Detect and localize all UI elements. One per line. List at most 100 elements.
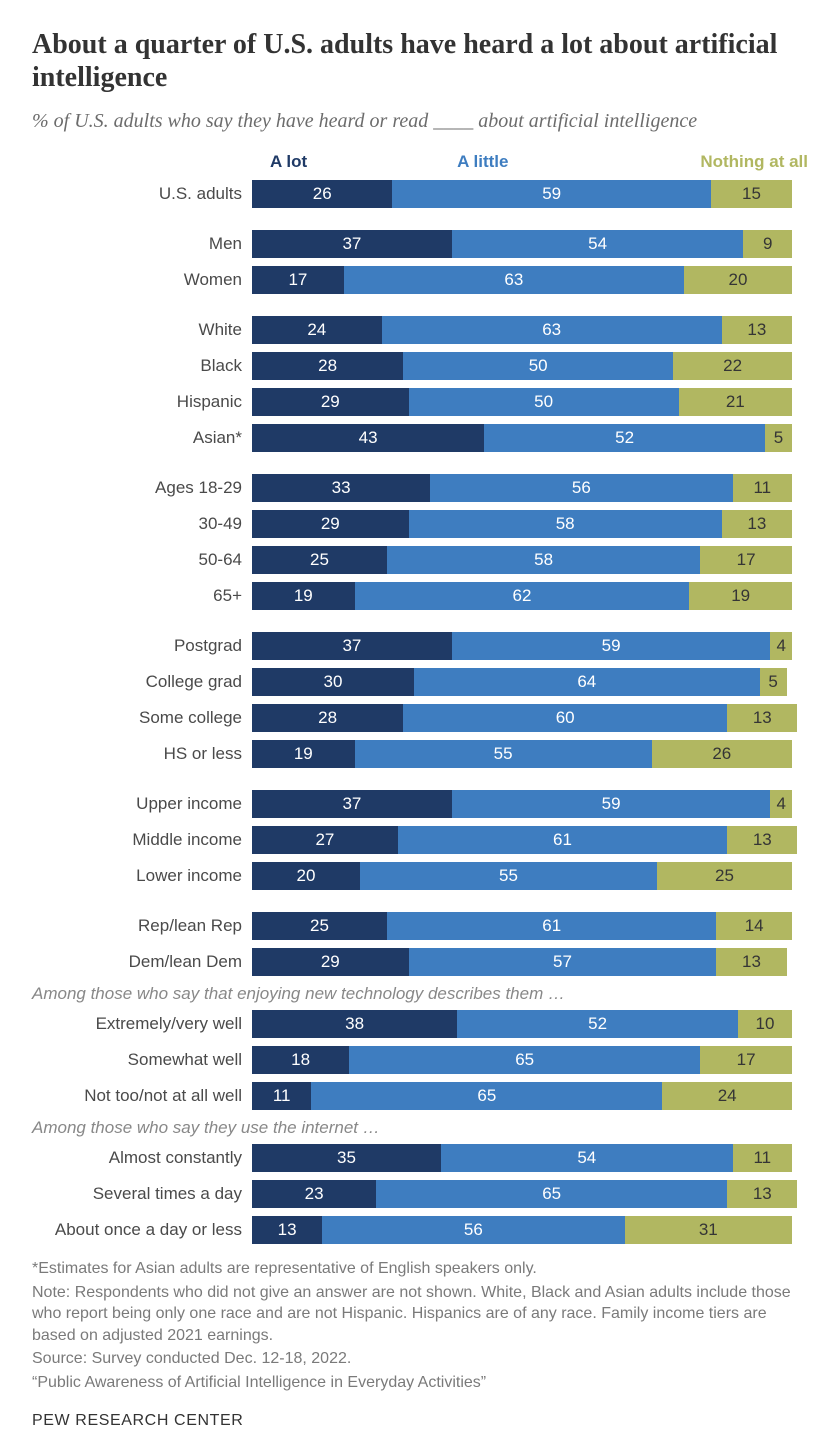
- segment-value: 13: [753, 708, 772, 728]
- segment-value: 14: [745, 916, 764, 936]
- row-label: White: [32, 320, 252, 340]
- segment-value: 4: [776, 636, 785, 656]
- segment-value: 38: [345, 1014, 364, 1034]
- segment-a-little: 55: [360, 862, 657, 890]
- segment-a-lot: 28: [252, 704, 403, 732]
- segment-nothing: 13: [722, 316, 792, 344]
- segment-a-little: 56: [430, 474, 732, 502]
- segment-value: 65: [515, 1050, 534, 1070]
- segment-a-lot: 29: [252, 948, 409, 976]
- row-label: Dem/lean Dem: [32, 952, 252, 972]
- segment-a-little: 58: [387, 546, 700, 574]
- segment-a-lot: 11: [252, 1082, 311, 1110]
- segment-nothing: 13: [727, 826, 797, 854]
- row-label: Somewhat well: [32, 1050, 252, 1070]
- segment-value: 17: [737, 1050, 756, 1070]
- segment-a-lot: 13: [252, 1216, 322, 1244]
- segment-a-little: 63: [344, 266, 684, 294]
- bar-row: Ages 18-29335611: [32, 472, 808, 504]
- row-label: Asian*: [32, 428, 252, 448]
- row-label: About once a day or less: [32, 1220, 252, 1240]
- segment-value: 25: [310, 550, 329, 570]
- segment-value: 20: [729, 270, 748, 290]
- segment-value: 63: [504, 270, 523, 290]
- segment-a-little: 60: [403, 704, 727, 732]
- segment-a-lot: 24: [252, 316, 382, 344]
- segment-a-lot: 27: [252, 826, 398, 854]
- segment-a-lot: 25: [252, 912, 387, 940]
- bars-container: U.S. adults265915Men37549Women176320Whit…: [32, 178, 808, 1246]
- segment-value: 23: [305, 1184, 324, 1204]
- segment-value: 20: [297, 866, 316, 886]
- segment-nothing: 26: [652, 740, 792, 768]
- segment-value: 55: [494, 744, 513, 764]
- row-label: Men: [32, 234, 252, 254]
- segment-a-little: 59: [452, 632, 771, 660]
- segment-a-little: 50: [403, 352, 673, 380]
- segment-a-lot: 19: [252, 740, 355, 768]
- segment-a-lot: 17: [252, 266, 344, 294]
- segment-a-little: 52: [457, 1010, 738, 1038]
- segment-nothing: 13: [716, 948, 786, 976]
- segment-nothing: 21: [679, 388, 792, 416]
- segment-a-lot: 29: [252, 510, 409, 538]
- bar-row: 65+196219: [32, 580, 808, 612]
- bar-row: Dem/lean Dem295713: [32, 946, 808, 978]
- group-inline-note: Among those who say they use the interne…: [32, 1118, 808, 1138]
- segment-value: 56: [572, 478, 591, 498]
- segment-a-little: 65: [349, 1046, 700, 1074]
- bar-row: Not too/not at all well116524: [32, 1080, 808, 1112]
- bar-row: Upper income37594: [32, 788, 808, 820]
- segment-value: 58: [534, 550, 553, 570]
- bar-track: 295021: [252, 388, 808, 416]
- segment-a-lot: 25: [252, 546, 387, 574]
- bar-track: 24 63 13: [252, 316, 808, 344]
- segment-a-lot: 26: [252, 180, 392, 208]
- bar-row: Several times a day236513: [32, 1178, 808, 1210]
- segment-value: 63: [542, 320, 561, 340]
- segment-value: 5: [774, 428, 783, 448]
- bar-track: 265915: [252, 180, 808, 208]
- segment-nothing: 22: [673, 352, 792, 380]
- row-label: Lower income: [32, 866, 252, 886]
- segment-a-lot: 43: [252, 424, 484, 452]
- segment-value: 17: [737, 550, 756, 570]
- segment-value: 21: [726, 392, 745, 412]
- segment-a-little: 54: [452, 230, 744, 258]
- segment-a-little: 65: [311, 1082, 662, 1110]
- segment-a-lot: 23: [252, 1180, 376, 1208]
- segment-a-little: 61: [387, 912, 716, 940]
- bar-row: White24 63 13: [32, 314, 808, 346]
- bar-row: Almost constantly355411: [32, 1142, 808, 1174]
- segment-value: 54: [588, 234, 607, 254]
- segment-nothing: 4: [770, 632, 792, 660]
- segment-a-lot: 37: [252, 790, 452, 818]
- row-label: Rep/lean Rep: [32, 916, 252, 936]
- segment-value: 25: [715, 866, 734, 886]
- row-label: Ages 18-29: [32, 478, 252, 498]
- bar-track: 2860 13: [252, 704, 808, 732]
- legend-row: A lot A little Nothing at all: [252, 152, 808, 172]
- row-label: U.S. adults: [32, 184, 252, 204]
- segment-value: 50: [529, 356, 548, 376]
- segment-value: 61: [542, 916, 561, 936]
- row-label: Not too/not at all well: [32, 1086, 252, 1106]
- segment-nothing: 5: [760, 668, 787, 696]
- segment-value: 65: [477, 1086, 496, 1106]
- segment-nothing: 25: [657, 862, 792, 890]
- row-label: 65+: [32, 586, 252, 606]
- bar-row: Rep/lean Rep 25 61 14: [32, 910, 808, 942]
- bar-track: 186517: [252, 1046, 808, 1074]
- segment-value: 29: [321, 514, 340, 534]
- bar-row: Middle income276113: [32, 824, 808, 856]
- segment-a-little: 52: [484, 424, 765, 452]
- bar-track: 295713: [252, 948, 808, 976]
- segment-value: 5: [768, 672, 777, 692]
- segment-nothing: 19: [689, 582, 792, 610]
- segment-a-lot: 38: [252, 1010, 457, 1038]
- segment-value: 64: [577, 672, 596, 692]
- segment-value: 25: [310, 916, 329, 936]
- segment-value: 9: [763, 234, 772, 254]
- row-label: Black: [32, 356, 252, 376]
- segment-a-little: 63: [382, 316, 722, 344]
